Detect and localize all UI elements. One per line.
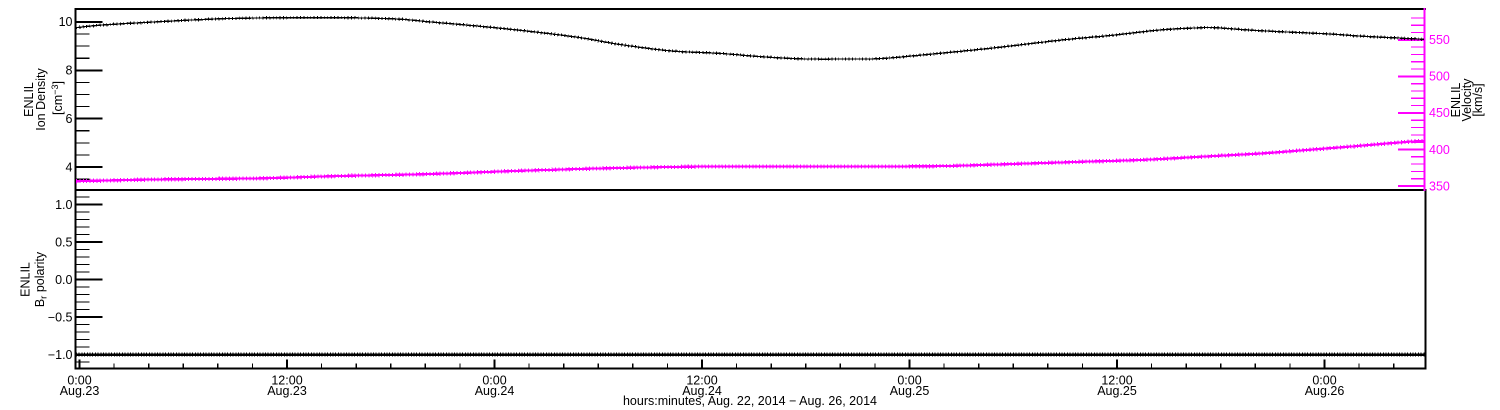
- svg-text:−0.5: −0.5: [48, 310, 73, 324]
- svg-text:ENLIL: ENLIL: [19, 262, 33, 297]
- svg-text:12:00: 12:00: [1101, 374, 1132, 388]
- svg-text:450: 450: [1429, 106, 1450, 120]
- svg-text:Aug.25: Aug.25: [890, 384, 930, 398]
- svg-text:6: 6: [66, 112, 73, 126]
- svg-text:ENLIL: ENLIL: [22, 82, 36, 117]
- svg-text:12:00: 12:00: [686, 374, 717, 388]
- svg-text:Br polarity: Br polarity: [33, 251, 50, 307]
- svg-text:400: 400: [1429, 143, 1450, 157]
- svg-text:Aug.26: Aug.26: [1305, 384, 1345, 398]
- svg-text:0:00: 0:00: [482, 374, 506, 388]
- svg-text:500: 500: [1429, 70, 1450, 84]
- svg-text:12:00: 12:00: [271, 374, 302, 388]
- svg-text:[km/s]: [km/s]: [1471, 83, 1485, 116]
- svg-text:0.5: 0.5: [55, 235, 72, 249]
- svg-text:Ion Density: Ion Density: [34, 67, 48, 130]
- svg-text:1.0: 1.0: [55, 198, 72, 212]
- svg-text:8: 8: [66, 64, 73, 78]
- svg-text:0:00: 0:00: [897, 374, 921, 388]
- svg-text:Velocity: Velocity: [1460, 78, 1474, 122]
- svg-text:hours:minutes, Aug. 22, 2014 −: hours:minutes, Aug. 22, 2014 − Aug. 26, …: [623, 394, 877, 408]
- svg-text:0:00: 0:00: [1312, 374, 1336, 388]
- svg-text:4: 4: [66, 160, 73, 174]
- svg-text:550: 550: [1429, 33, 1450, 47]
- svg-text:Aug.23: Aug.23: [60, 384, 100, 398]
- svg-text:−1.0: −1.0: [48, 348, 73, 362]
- svg-text:0.0: 0.0: [55, 273, 72, 287]
- svg-text:0:00: 0:00: [67, 374, 91, 388]
- svg-text:350: 350: [1429, 179, 1450, 193]
- svg-text:Aug.25: Aug.25: [1097, 384, 1137, 398]
- svg-text:Aug.24: Aug.24: [682, 384, 722, 398]
- svg-text:[cm−3]: [cm−3]: [50, 81, 65, 115]
- svg-text:10: 10: [59, 15, 73, 29]
- svg-text:ENLIL: ENLIL: [1449, 83, 1463, 118]
- svg-text:Aug.24: Aug.24: [475, 384, 515, 398]
- svg-text:Aug.23: Aug.23: [267, 384, 307, 398]
